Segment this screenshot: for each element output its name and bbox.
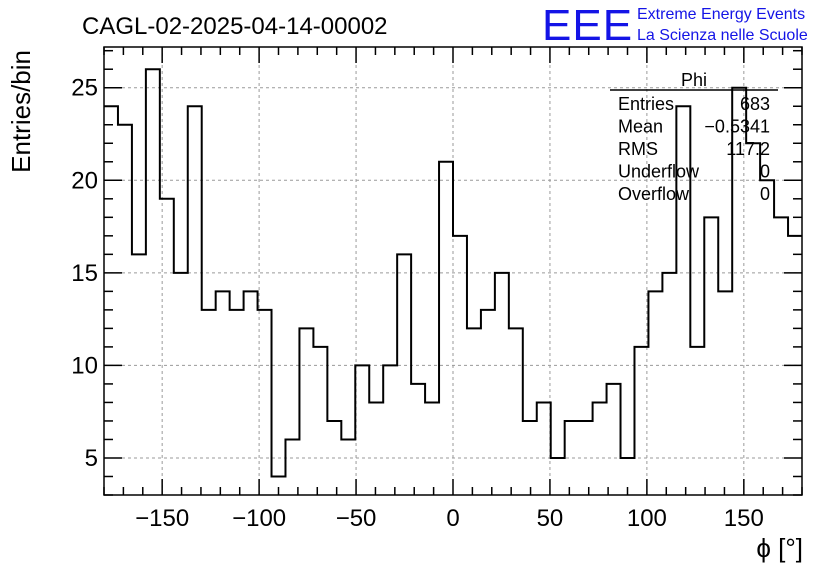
x-tick-label: −150: [135, 505, 189, 532]
y-axis-label: Entries/bin: [6, 50, 36, 173]
histogram-bin: [411, 384, 425, 495]
histogram-bin: [160, 199, 174, 495]
tick-labels: −150 −100 −50 0 50 100 150 5 10 15 20 25: [71, 75, 764, 532]
histogram-bin: [662, 273, 676, 495]
histogram-bin: [621, 458, 635, 495]
x-tick-label: 100: [627, 505, 667, 532]
histogram-bin: [299, 328, 313, 495]
stats-rows: Entries 683 Mean −0.5341 RMS 117.2 Underflow 0 O…: [618, 94, 770, 204]
chart-title: CAGL-02-2025-04-14-00002: [82, 13, 388, 40]
histogram-bin: [481, 310, 495, 495]
x-tick-label: −100: [232, 505, 286, 532]
histogram-bin: [285, 439, 299, 495]
histogram-bin: [118, 125, 132, 495]
histogram-bin: [258, 310, 272, 495]
histogram-bin: [648, 291, 662, 495]
histogram-bin: [579, 421, 593, 495]
eee-logo-mark: EEE: [542, 1, 633, 50]
histogram-bin: [146, 69, 160, 495]
histogram-bin: [690, 347, 704, 495]
logo-line-1: Extreme Energy Events: [637, 6, 805, 23]
y-tick-label: 15: [71, 260, 98, 287]
histogram-bin: [593, 402, 607, 495]
histogram-bin: [746, 143, 760, 495]
histogram-bin: [495, 273, 509, 495]
stats-row-label: Entries: [618, 94, 674, 114]
histogram-bin: [537, 402, 551, 495]
histogram-outline: [104, 68, 802, 478]
histogram-bin: [369, 402, 383, 495]
histogram-bin: [453, 236, 467, 495]
y-tick-label: 20: [71, 167, 98, 194]
stats-row-label: Overflow: [618, 184, 690, 204]
histogram-bin: [397, 254, 411, 495]
x-tick-label: 0: [446, 505, 459, 532]
histogram-bin: [132, 254, 146, 495]
x-axis-label: ϕ [°]: [756, 533, 803, 563]
histogram-bin: [565, 421, 579, 495]
histogram-bin: [774, 217, 788, 495]
histogram-bin: [718, 291, 732, 495]
stats-row-value: −0.5341: [704, 117, 770, 137]
histogram-bin: [760, 180, 774, 495]
stats-row-value: 117.2: [726, 139, 770, 159]
histogram-bin: [439, 162, 453, 495]
stats-row-label: Underflow: [618, 162, 700, 182]
x-tick-label: 150: [724, 505, 764, 532]
stats-row-label: RMS: [618, 139, 658, 159]
histogram-bin: [230, 310, 244, 495]
histogram-bin: [244, 291, 258, 495]
histogram-bin: [355, 365, 369, 495]
histogram-bin: [523, 421, 537, 495]
histogram-bin: [272, 476, 286, 495]
histogram-bin: [104, 106, 118, 495]
logo-line-2: La Scienza nelle Scuole: [637, 27, 808, 44]
histogram-bin: [327, 421, 341, 495]
x-tick-label: 50: [537, 505, 564, 532]
stats-row-value: 683: [740, 94, 770, 114]
histogram-bin: [202, 310, 216, 495]
stats-row-label: Mean: [618, 117, 663, 137]
histogram-bin: [788, 236, 802, 495]
x-tick-label: −50: [336, 505, 377, 532]
stats-box: Phi Entries 683 Mean −0.5341 RMS 117.2 Underfl…: [610, 70, 778, 204]
stats-title: Phi: [681, 70, 707, 90]
histogram-bin: [607, 384, 621, 495]
histogram-bin: [188, 106, 202, 495]
histogram-bin: [509, 328, 523, 495]
histogram-bin: [313, 347, 327, 495]
histogram-bin: [174, 273, 188, 495]
y-tick-label: 5: [85, 445, 98, 472]
histogram-bin: [634, 347, 648, 495]
plot-frame: [103, 46, 803, 496]
y-tick-label: 25: [71, 75, 98, 102]
histogram-bin: [551, 458, 565, 495]
histogram-bin: [216, 291, 230, 495]
histogram-bin: [467, 328, 481, 495]
stats-row-value: 0: [760, 184, 770, 204]
axis-ticks: [103, 47, 803, 496]
histogram-bin: [383, 365, 397, 495]
histogram-bin: [704, 217, 718, 495]
y-tick-label: 10: [71, 352, 98, 379]
stats-row-value: 0: [760, 162, 770, 182]
histogram-bin: [341, 439, 355, 495]
histogram-bin: [425, 402, 439, 495]
